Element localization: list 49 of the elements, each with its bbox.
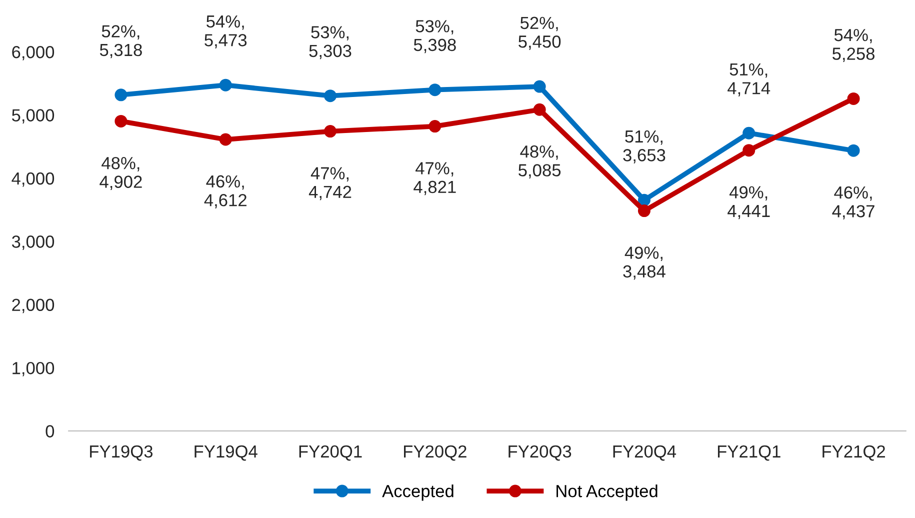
point [742, 126, 756, 140]
point [219, 133, 232, 146]
point [428, 120, 442, 133]
data-label: 53%, 5,398 [414, 20, 456, 54]
y-tick-label: 4,000 [12, 172, 54, 187]
data-label: 54%, 5,473 [204, 15, 247, 48]
data-label: 52%, 5,318 [100, 25, 142, 58]
point [742, 144, 756, 157]
data-label: 48%, 5,085 [518, 145, 561, 178]
data-label: 49%, 3,484 [623, 246, 666, 280]
x-tick-label: FY19Q3 [90, 445, 153, 461]
y-tick-label: 0 [46, 425, 54, 438]
point [638, 204, 650, 218]
point [324, 125, 337, 138]
point [219, 78, 232, 92]
data-label: 46%, 4,437 [832, 186, 874, 220]
point [638, 194, 650, 206]
y-tick-label: 5,000 [12, 109, 54, 124]
y-tick-label: 1,000 [12, 362, 54, 376]
point [847, 144, 860, 157]
data-label: 51%, 3,653 [623, 130, 666, 164]
legend-label: Accepted [382, 484, 454, 501]
x-tick-label: FY20Q2 [404, 445, 466, 461]
data-label: 49%, 4,441 [728, 186, 770, 220]
point [114, 88, 128, 102]
point [324, 90, 337, 102]
y-tick-label: 3,000 [12, 236, 54, 250]
x-tick-label: FY21Q2 [822, 445, 885, 461]
data-label: 53%, 5,303 [309, 26, 352, 60]
legend-label: Not Accepted [556, 484, 658, 501]
point [428, 84, 442, 96]
data-label: 46%, 4,612 [204, 175, 246, 208]
y-tick-label: 2,000 [12, 298, 54, 314]
data-label: 52%, 5,450 [518, 16, 561, 50]
point [533, 80, 546, 93]
x-tick-label: FY20Q4 [613, 445, 676, 461]
point [847, 92, 860, 105]
data-label: 47%, 4,742 [308, 167, 352, 200]
x-tick-label: FY19Q4 [194, 445, 258, 461]
x-tick-label: FY20Q3 [508, 445, 572, 461]
data-label: 48%, 4,902 [100, 156, 142, 190]
point [114, 114, 128, 128]
x-tick-label: FY20Q1 [299, 445, 362, 461]
data-label: 51%, 4,714 [728, 63, 770, 96]
data-label: 54%, 5,258 [832, 29, 874, 62]
point [533, 103, 546, 116]
y-tick-label: 6,000 [12, 46, 54, 60]
x-tick-label: FY21Q1 [718, 445, 780, 461]
data-label: 47%, 4,821 [414, 162, 456, 196]
